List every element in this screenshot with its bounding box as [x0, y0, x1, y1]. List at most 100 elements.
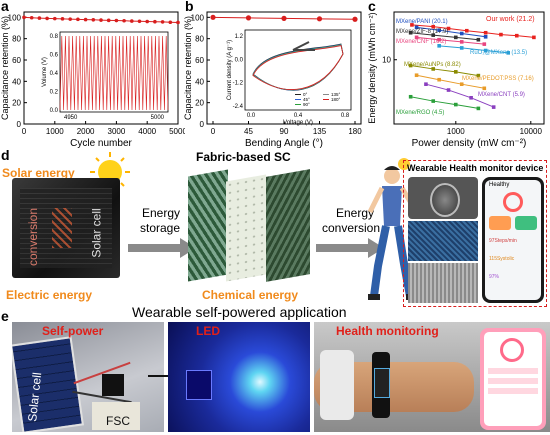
chart-b-inset-cv-curve — [252, 45, 344, 90]
chart-a-inset-ytick-label: 0.6 — [50, 53, 59, 59]
energy-conversion-label-1: Energy — [336, 206, 375, 220]
chart-b-ytick-label: 40 — [195, 77, 204, 86]
health-monitoring-label: Health monitoring — [336, 324, 439, 338]
chart-a-inset-ytick-label: 0.8 — [50, 34, 59, 40]
chart-b-inset-legend-label: 90° — [303, 102, 310, 107]
chart-c-point — [464, 28, 469, 33]
chart-b-point — [245, 15, 252, 21]
chart-c-point — [431, 67, 436, 71]
chart-c-point — [459, 31, 464, 36]
chart-a-point — [68, 17, 72, 21]
fabric-sc-photo — [408, 221, 478, 261]
chart-c-series-line — [411, 24, 534, 38]
chart-c-point — [491, 105, 496, 109]
chart-a-point — [76, 17, 80, 22]
chart-a-point — [99, 18, 103, 22]
fsc-label: FSC — [106, 414, 130, 428]
chart-a-xtick-label: 4000 — [138, 127, 156, 136]
electric-energy-label: Electric energy — [6, 288, 93, 302]
chart-a-inset-ytick-label: 0.2 — [50, 90, 59, 96]
chart-c-point — [469, 95, 473, 100]
energy-storage-label-2: storage — [140, 221, 181, 235]
panel-label-b: b — [185, 0, 194, 14]
chart-a-point — [60, 17, 65, 21]
chart-c-series-label: MXene/PANI (20.1) — [396, 19, 448, 25]
chart-b-inset-legend-label: 45° — [303, 97, 310, 102]
chart-c-series-line — [410, 65, 479, 77]
chart-c-point — [437, 44, 441, 48]
chart-c-series-line — [416, 26, 486, 38]
chart-c-point — [431, 33, 436, 37]
chart-b-inset-ytick-label: 0.0 — [235, 57, 244, 63]
chart-b-xtick-label: 0 — [211, 127, 216, 136]
smartwatch-photo — [408, 177, 478, 219]
chart-a-point — [106, 18, 111, 23]
chart-b-ylabel: Capacitance retention (%) — [183, 16, 193, 120]
chart-a-inset-ylabel: Volume (V) — [42, 57, 48, 87]
chart-c-point — [414, 35, 419, 40]
conversion-label: conversion — [26, 207, 41, 267]
chart-a-point — [122, 18, 126, 23]
chart-a-inset-xtick-label: 4950 — [64, 115, 78, 121]
chart-c-point — [414, 25, 419, 30]
chart-c-series-line — [425, 83, 494, 108]
led-photo: LED — [168, 322, 310, 432]
chart-a-xlabel: Cycle number — [70, 138, 132, 149]
chart-b-inset-xtick-label: 0.0 — [247, 113, 256, 119]
chart-c-series-line — [416, 36, 485, 45]
panel-label-a: a — [1, 0, 9, 14]
chart-b-inset-xtick-label: 0.8 — [341, 113, 350, 119]
chart-a-point — [160, 20, 165, 24]
chart-c-point — [410, 23, 414, 27]
chart-a-xtick-label: 5000 — [169, 127, 185, 136]
chart-c-series-line — [439, 45, 509, 54]
chart-a-ylabel: Capacitance retention (%) — [0, 16, 10, 120]
led-label: LED — [196, 324, 220, 338]
arrow-right-icon — [128, 238, 196, 258]
chart-a-point — [37, 16, 42, 20]
chart-b-ytick-label: 80 — [195, 35, 204, 44]
arrow-right-icon-2 — [316, 238, 384, 258]
chart-b-bending-stability: 0 20 40 60 80 100 0 45 90 135 180 Bending Angle (°)… — [183, 11, 362, 149]
chart-a-ytick-label: 40 — [12, 77, 21, 86]
chart-c-series-label: MXene/AuNPs (8.82) — [404, 62, 461, 68]
chart-c-point — [482, 42, 487, 46]
energy-storage-label-1: Energy — [142, 206, 181, 220]
chart-c-point — [453, 70, 458, 74]
chart-c-point — [437, 28, 441, 33]
chart-a-frame — [23, 11, 179, 125]
chart-a-inset-ytick-label: 0.4 — [50, 71, 59, 77]
chart-a-xtick-label: 3000 — [108, 127, 126, 136]
chart-c-point — [453, 102, 458, 107]
phone-app-title: Healthy — [489, 182, 510, 188]
chart-c-point — [446, 26, 451, 31]
chart-c-series-label: MXene/PEDOT:PSS (7.16) — [462, 76, 534, 82]
solar-cell-photo: conversion Solar cell — [12, 178, 120, 278]
chart-b-inset-xtick-label: 0.4 — [294, 113, 303, 119]
chart-c-point — [482, 86, 487, 91]
chemical-energy-label: Chemical energy — [202, 288, 299, 302]
chart-b-xtick-label: 135 — [313, 127, 327, 136]
chart-c-series-label: MXene/CNF (16.2) — [396, 39, 446, 45]
chart-c-series-line — [410, 32, 479, 41]
chart-b-xtick-label: 180 — [348, 127, 362, 136]
chart-b-inset-legend-label: 0° — [303, 92, 308, 97]
panel-label-c: c — [368, 0, 376, 14]
chart-c-point — [414, 73, 419, 78]
chart-c-point — [483, 34, 488, 39]
chart-a-point — [83, 17, 88, 22]
health-monitoring-photo: Health monitoring — [314, 322, 550, 432]
chart-a-inset-xtick-label: 5000 — [151, 115, 165, 121]
chart-c-point — [453, 35, 458, 40]
chart-c-point — [506, 51, 511, 55]
chart-a-point — [22, 15, 26, 20]
chart-a-point — [114, 18, 119, 23]
chart-c-point — [476, 73, 481, 78]
chart-a-point — [91, 17, 96, 22]
chart-a-point — [29, 15, 34, 20]
chart-a-point — [176, 20, 180, 25]
solar-energy-label: Solar energy — [2, 166, 75, 180]
chart-c-point — [532, 35, 536, 40]
chart-c-point — [483, 30, 488, 35]
chart-c-xtick-label: 10000 — [520, 127, 543, 136]
